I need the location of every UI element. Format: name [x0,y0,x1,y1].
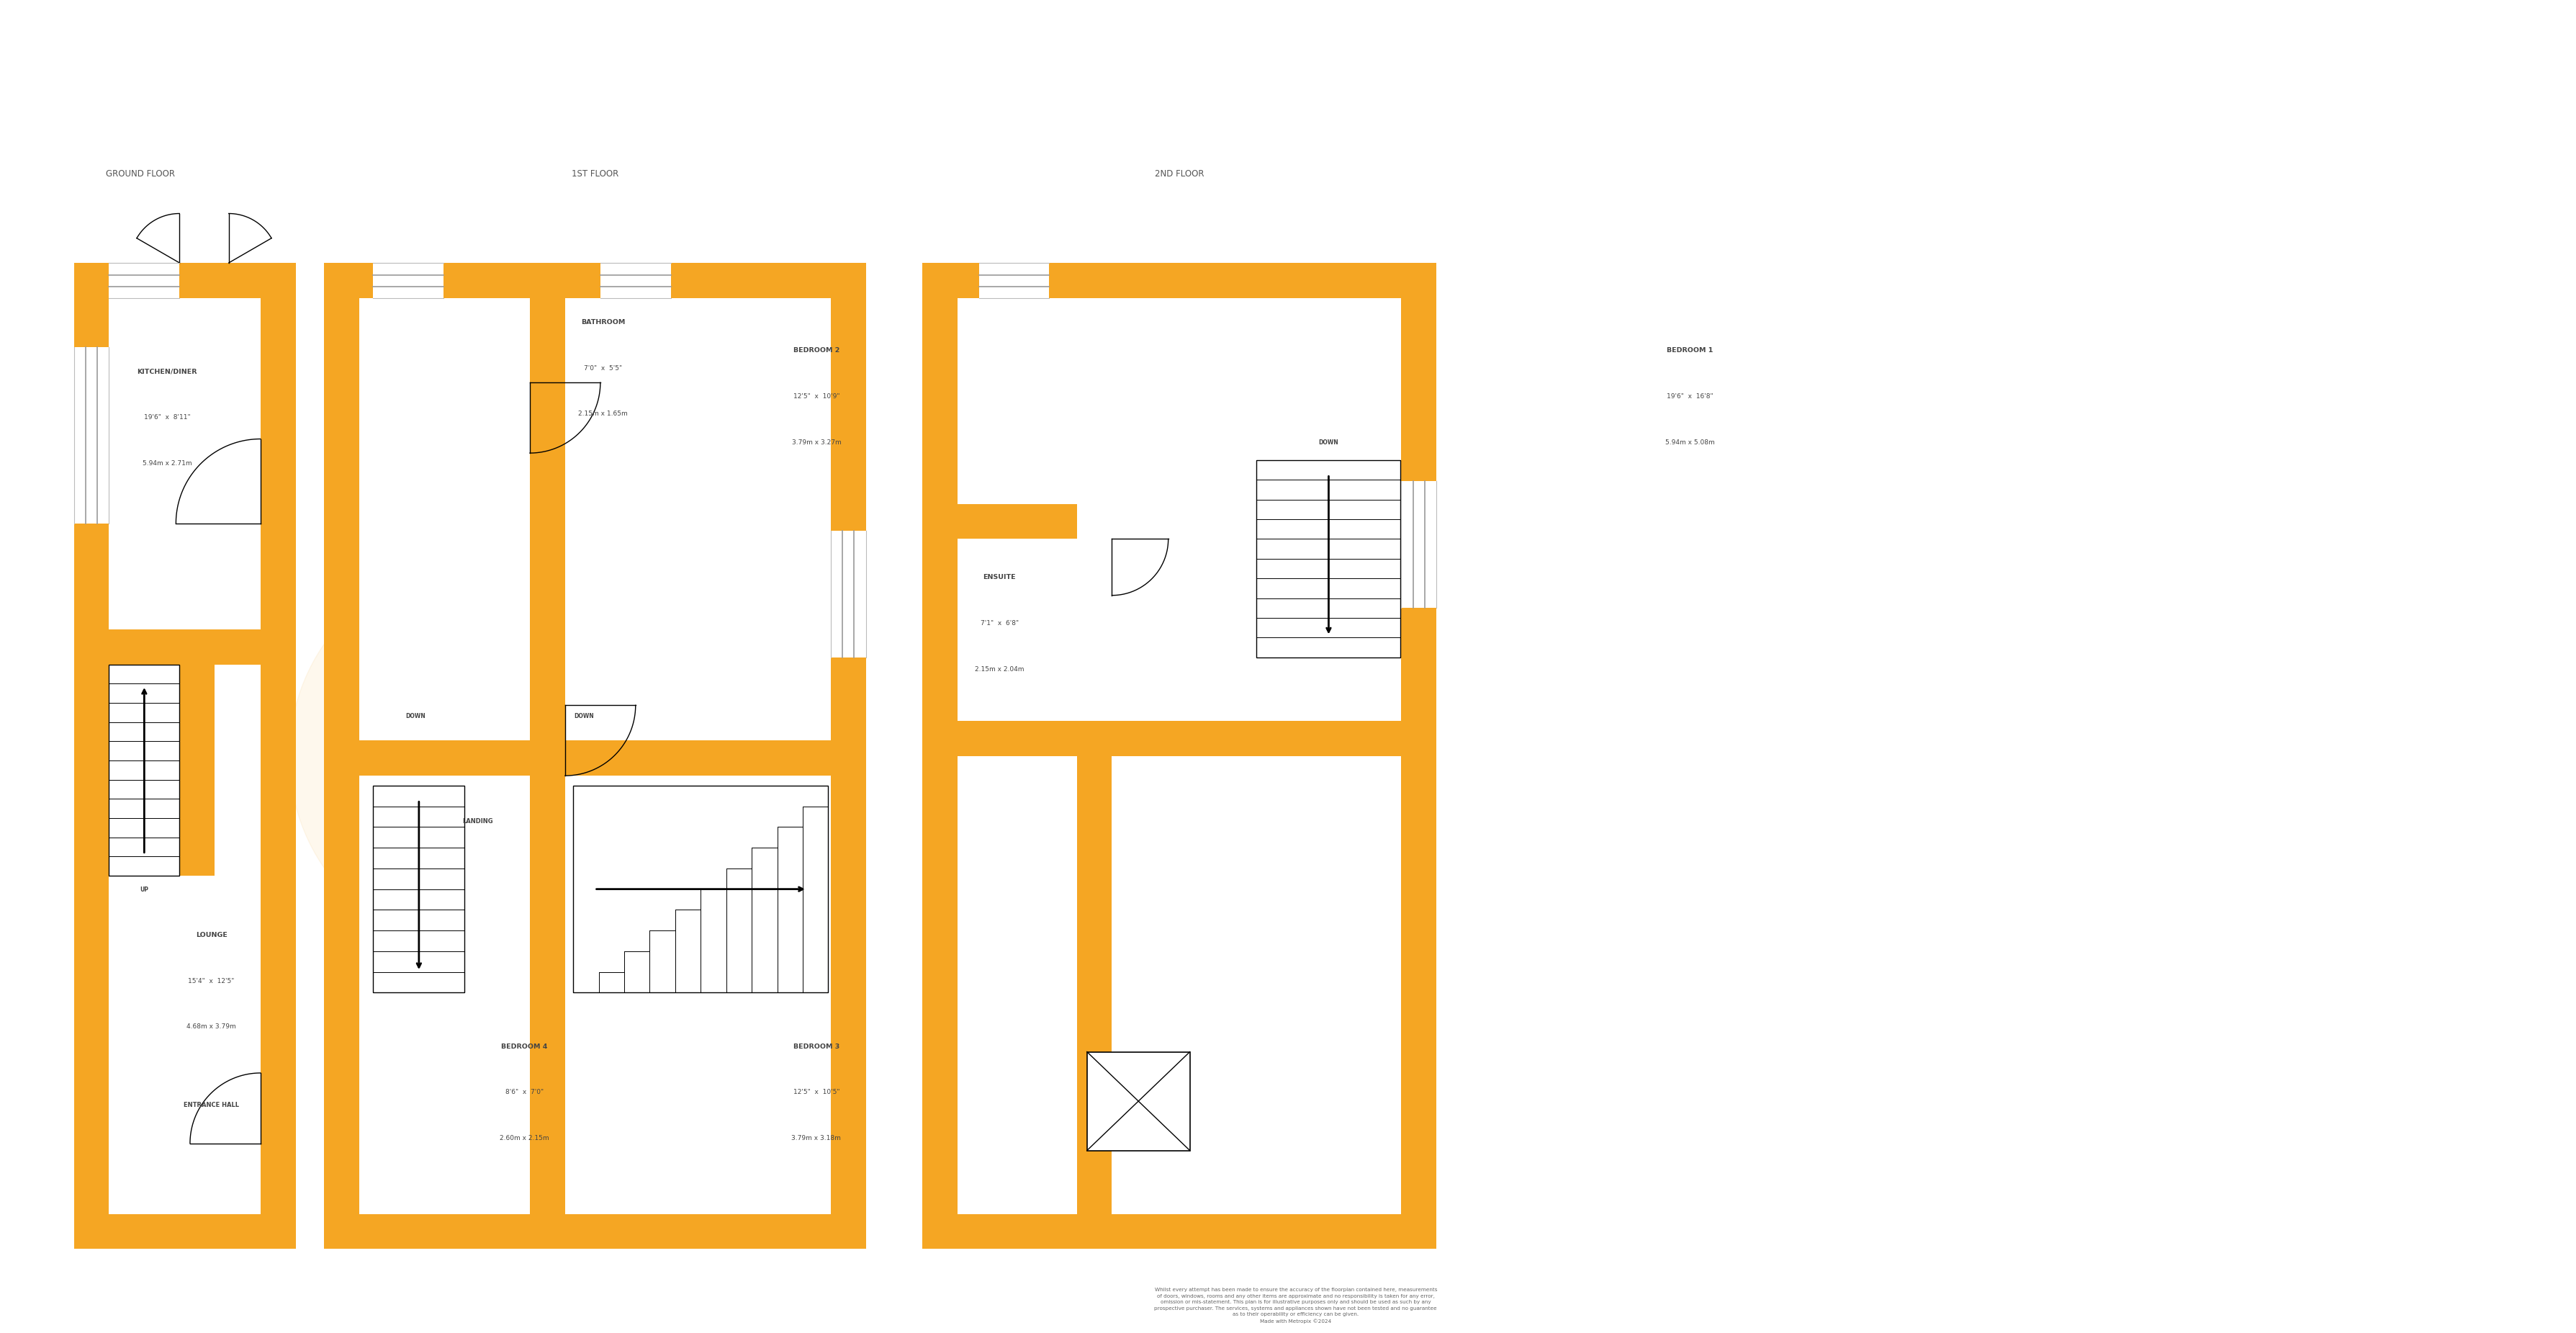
Text: DOWN: DOWN [1319,440,1340,447]
Text: Day &: Day & [482,806,518,818]
Text: UP: UP [139,886,149,893]
Bar [958,504,1077,539]
Bar [574,785,827,993]
Text: DOWN: DOWN [574,713,595,720]
Bar [108,664,180,876]
Bar [832,531,866,657]
Bar [358,740,832,776]
Text: ENTRANCE HALL: ENTRANCE HALL [183,1102,240,1108]
Bar [108,299,260,1214]
Text: 2.15m x 2.04m: 2.15m x 2.04m [974,665,1025,672]
Text: 7'1"  x  6'8": 7'1" x 6'8" [981,620,1018,627]
Text: 1ST FLOOR: 1ST FLOOR [572,169,618,179]
Bar [108,664,180,876]
Text: BEDROOM 2: BEDROOM 2 [793,348,840,353]
Bar [108,263,180,299]
Text: Whilst every attempt has been made to ensure the accuracy of the floorplan conta: Whilst every attempt has been made to en… [1154,1288,1437,1324]
Bar [979,263,1048,299]
Bar [1257,460,1401,657]
Text: 5.94m x 5.08m: 5.94m x 5.08m [1664,439,1716,445]
Bar [374,785,464,993]
Bar [374,785,464,993]
Text: 4.68m x 3.79m: 4.68m x 3.79m [185,1024,237,1030]
Text: BATHROOM: BATHROOM [580,319,626,325]
Text: 2.60m x 2.15m: 2.60m x 2.15m [500,1134,549,1141]
Text: LOUNGE: LOUNGE [196,932,227,938]
Text: D: D [484,716,518,754]
Bar [1257,460,1401,657]
Text: 12'5"  x  10'5": 12'5" x 10'5" [793,1089,840,1096]
Text: 2.15m x 1.65m: 2.15m x 1.65m [577,411,629,417]
Bar [1401,481,1437,608]
Text: BEDROOM 4: BEDROOM 4 [502,1044,549,1050]
Bar [180,664,214,876]
Bar [325,263,866,1249]
Bar [374,263,443,299]
Text: GROUND FLOOR: GROUND FLOOR [106,169,175,179]
Text: 19'6"  x  8'11": 19'6" x 8'11" [144,415,191,421]
Bar [531,299,564,776]
Text: 12'5"  x  10'9": 12'5" x 10'9" [793,393,840,400]
Bar [531,776,564,1214]
Bar [958,299,1401,1214]
Bar [75,629,296,664]
Bar [1087,1052,1190,1150]
Bar [1077,756,1113,1214]
Text: KITCHEN/DINER: KITCHEN/DINER [137,368,196,375]
Bar [958,721,1401,756]
Bar [358,299,832,1214]
Text: BEDROOM 1: BEDROOM 1 [1667,348,1713,353]
Text: 3.79m x 3.27m: 3.79m x 3.27m [791,439,842,445]
Text: 8'6"  x  7'0": 8'6" x 7'0" [505,1089,544,1096]
Text: LANDING: LANDING [461,818,492,824]
Bar [75,348,108,524]
Bar [922,263,1437,1249]
Text: 3.79m x 3.18m: 3.79m x 3.18m [791,1134,842,1141]
Text: DOWN: DOWN [404,713,425,720]
Circle shape [289,559,683,953]
Text: 15'4"  x  12'5": 15'4" x 12'5" [188,978,234,984]
Text: 5.94m x 2.71m: 5.94m x 2.71m [142,460,191,467]
Bar [574,785,827,993]
Text: 2ND FLOOR: 2ND FLOOR [1154,169,1203,179]
Text: BEDROOM 3: BEDROOM 3 [793,1044,840,1050]
Text: 7'0"  x  5'5": 7'0" x 5'5" [585,365,621,372]
Text: ENSUITE: ENSUITE [984,575,1015,581]
Bar [75,263,296,1249]
Text: 19'6"  x  16'8": 19'6" x 16'8" [1667,393,1713,400]
Bar [600,263,670,299]
